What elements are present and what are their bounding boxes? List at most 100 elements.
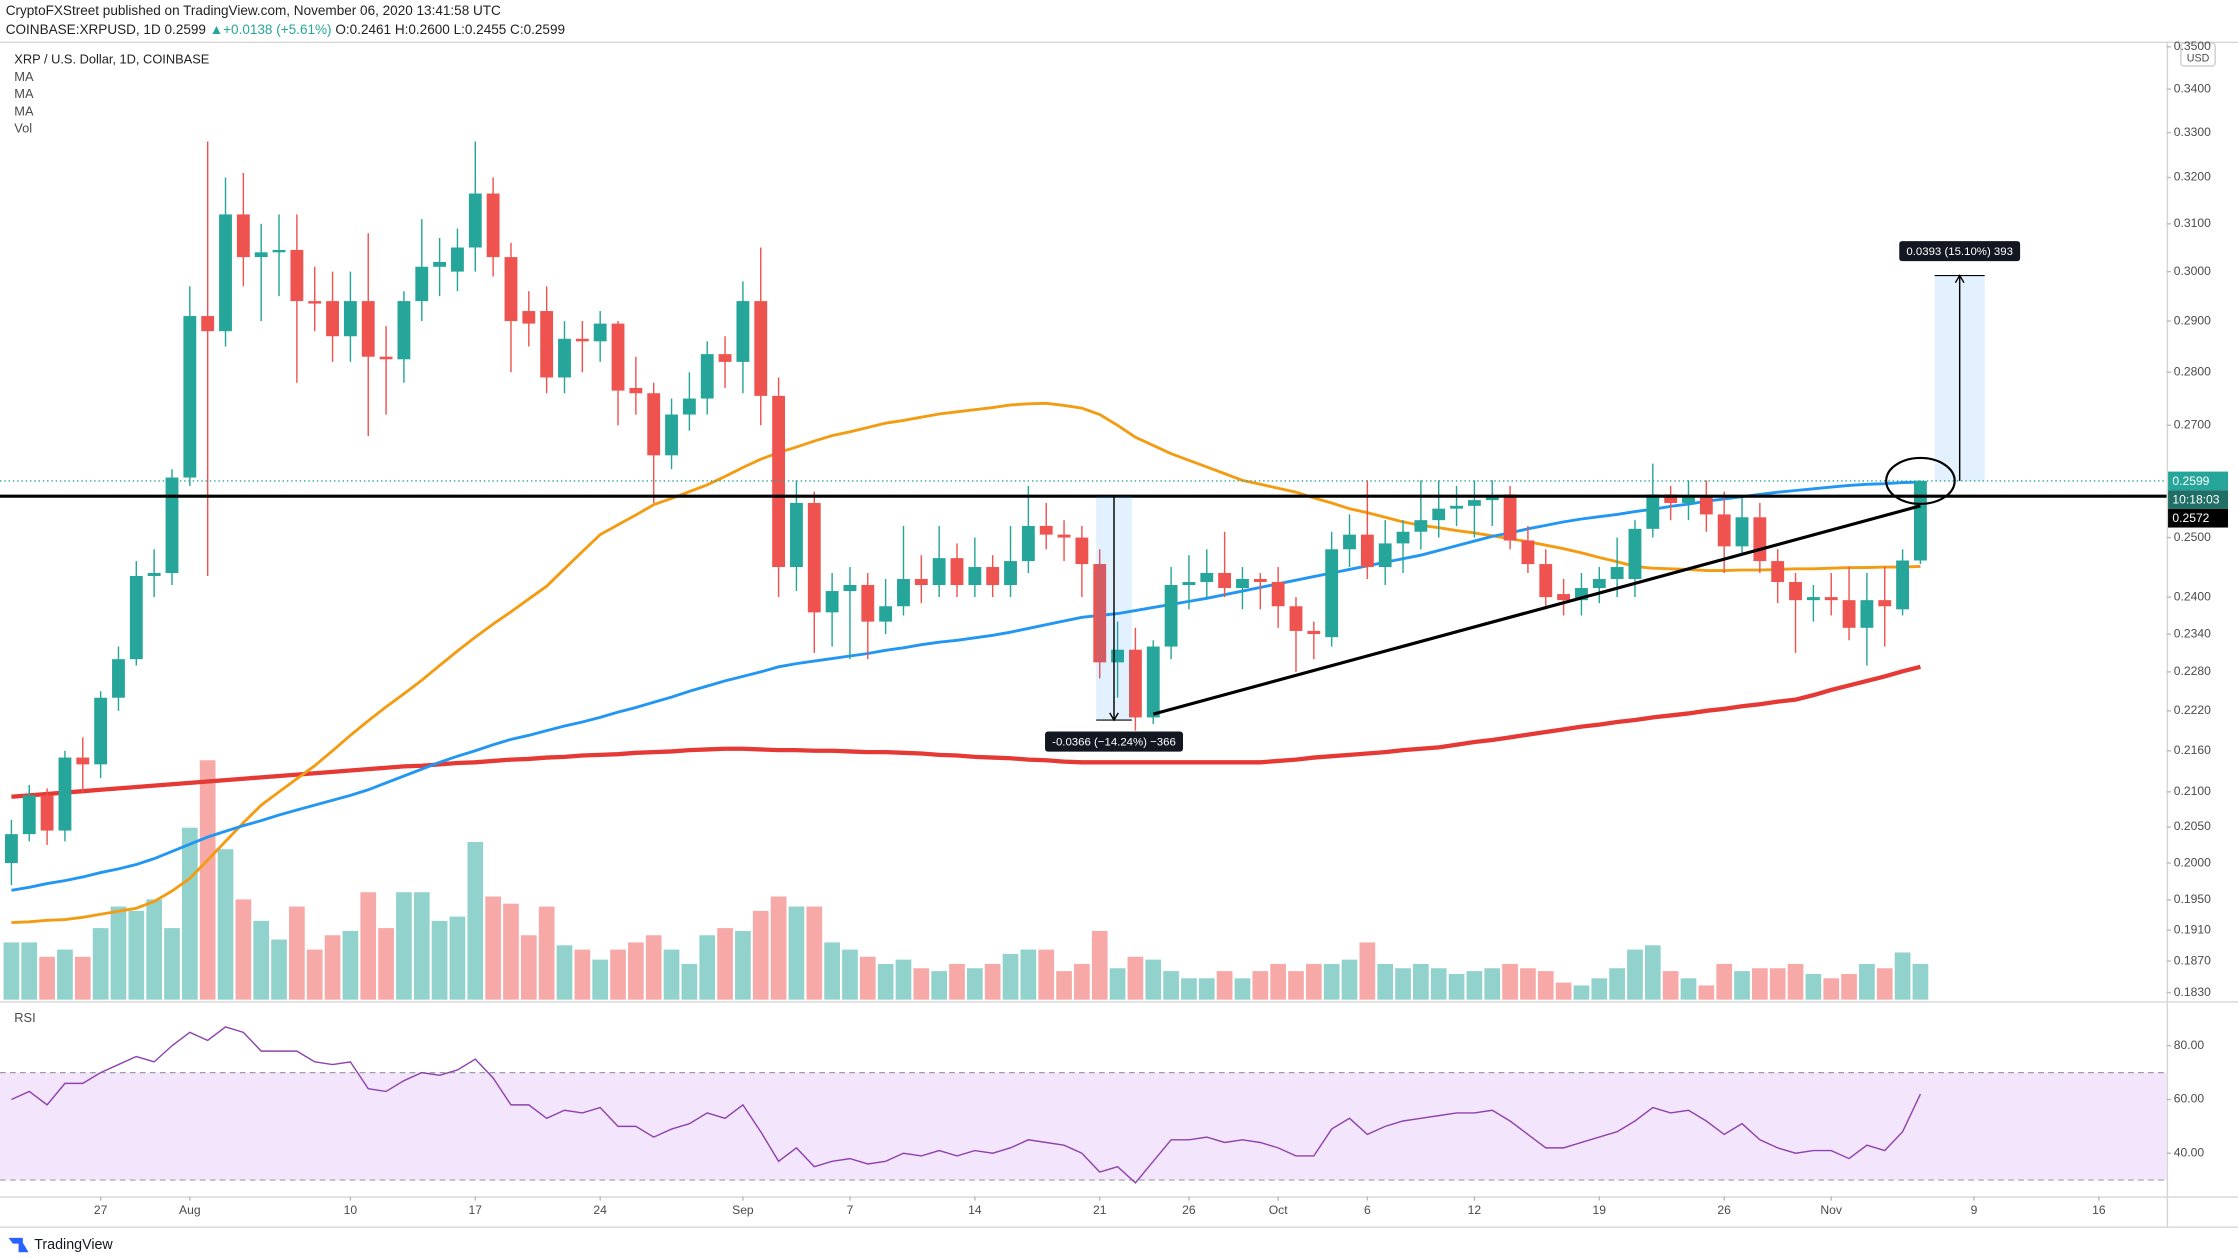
volume-bar xyxy=(1644,945,1661,1000)
volume-bar xyxy=(842,949,858,1000)
candle-body xyxy=(1093,564,1107,663)
candle-body xyxy=(76,757,90,765)
volume-bar xyxy=(378,928,394,1000)
measure-label-bg xyxy=(1045,731,1183,752)
y-tick-label: 0.2500 xyxy=(2174,530,2211,544)
volume-bar xyxy=(485,896,501,1000)
y-tick-label: 0.1950 xyxy=(2174,892,2211,906)
volume-bar xyxy=(1680,978,1697,1000)
candle-body xyxy=(540,311,554,378)
y-tick-label: 0.2050 xyxy=(2174,819,2211,833)
x-tick-label: 21 xyxy=(1093,1203,1107,1217)
volume-bar xyxy=(592,959,609,1000)
countdown-tag: 10:18:03 xyxy=(2172,492,2219,506)
candle-body xyxy=(1200,572,1214,582)
candle-body xyxy=(433,261,447,267)
volume-bar xyxy=(467,842,484,1000)
candle-body xyxy=(1021,525,1035,562)
volume-bar xyxy=(859,956,876,1000)
candle-body xyxy=(682,398,696,415)
legend-entry: MA xyxy=(14,69,34,84)
y-tick-label: 0.3300 xyxy=(2174,125,2211,139)
candle-body xyxy=(522,311,536,324)
candle-body xyxy=(754,301,768,396)
candle-body xyxy=(290,249,304,302)
y-tick-label: 0.3000 xyxy=(2174,264,2211,278)
volume-bar xyxy=(1502,963,1518,1000)
countdown-tag-bg xyxy=(2168,490,2229,509)
volume-bar xyxy=(449,916,466,1000)
currency-box xyxy=(2180,42,2216,67)
candle-body xyxy=(1289,606,1303,631)
rsi-title: RSI xyxy=(14,1010,35,1025)
volume-bar xyxy=(681,963,698,1000)
candle-body xyxy=(772,395,786,568)
candle-body xyxy=(1253,578,1267,582)
candle-body xyxy=(1164,584,1178,647)
volume-bar xyxy=(1145,959,1162,1000)
candle-body xyxy=(1628,528,1642,579)
candle-body xyxy=(1075,537,1089,565)
moving-average xyxy=(11,480,1921,892)
volume-bar xyxy=(1216,971,1233,1000)
candle-body xyxy=(1378,543,1392,568)
candle-body xyxy=(94,697,108,765)
x-tick-label: 9 xyxy=(1971,1203,1978,1217)
volume-bar xyxy=(1341,959,1358,1000)
y-tick-label: 0.2280 xyxy=(2174,664,2211,678)
volume-bar xyxy=(1769,968,1786,1000)
volume-bar xyxy=(181,827,198,1000)
candle-body xyxy=(183,316,197,478)
candle-body xyxy=(1004,561,1017,585)
volume-bar xyxy=(1270,963,1286,1000)
candle-body xyxy=(1432,508,1446,521)
candle-body xyxy=(504,257,518,322)
candle-body xyxy=(914,578,928,585)
candle-body xyxy=(308,301,322,304)
volume-bar xyxy=(1234,978,1251,1000)
y-tick-label: 0.2340 xyxy=(2174,626,2211,640)
candle-body xyxy=(219,214,232,332)
y-tick-label: 0.3400 xyxy=(2174,81,2211,95)
candle-body xyxy=(4,834,18,864)
candle-body xyxy=(647,393,661,456)
volume-bar xyxy=(717,928,733,1000)
candle-body xyxy=(558,338,571,378)
volume-bar xyxy=(574,949,591,1000)
volume-bar xyxy=(164,928,180,1000)
volume-bar xyxy=(342,930,359,1000)
x-tick-label: Aug xyxy=(179,1203,201,1217)
volume-bar xyxy=(877,963,894,1000)
volume-bar xyxy=(1056,971,1072,1000)
volume-bar xyxy=(110,906,127,1000)
candle-body xyxy=(165,477,179,573)
candle-body xyxy=(665,414,678,456)
volume-bar xyxy=(413,892,430,1000)
volume-bar xyxy=(1091,930,1108,1000)
y-tick-label: 0.3500 xyxy=(2174,39,2211,53)
candle-body xyxy=(201,316,215,332)
volume-bar xyxy=(663,949,680,1000)
measure-label: -0.0366 (−14.24%) −366 xyxy=(1052,736,1176,748)
volume-bar xyxy=(1752,968,1768,1000)
volume-bar xyxy=(1894,952,1911,1000)
plot-area: 0.3500 0.3400 0.3300 0.3200 0.3100 0.3000 0.29… xyxy=(0,39,2229,1217)
volume-bar xyxy=(324,935,341,1000)
candle-body xyxy=(1539,564,1553,598)
candle-body xyxy=(1414,520,1428,532)
last-price-tag-bg xyxy=(2168,471,2229,491)
volume-bar xyxy=(1448,973,1465,1000)
moving-average xyxy=(11,664,1921,799)
candle-body xyxy=(1735,517,1749,547)
rsi-y-tick-label: 60.00 xyxy=(2174,1092,2205,1106)
candle-body xyxy=(1450,505,1463,509)
volume-bar xyxy=(1698,985,1715,1000)
candle-body xyxy=(879,606,893,622)
volume-bar xyxy=(306,949,323,1000)
y-tick-label: 0.2900 xyxy=(2174,313,2211,327)
volume-bar xyxy=(1377,963,1394,1000)
candle-body xyxy=(272,249,286,253)
candle-body xyxy=(807,502,821,613)
currency: USD xyxy=(2187,53,2210,65)
